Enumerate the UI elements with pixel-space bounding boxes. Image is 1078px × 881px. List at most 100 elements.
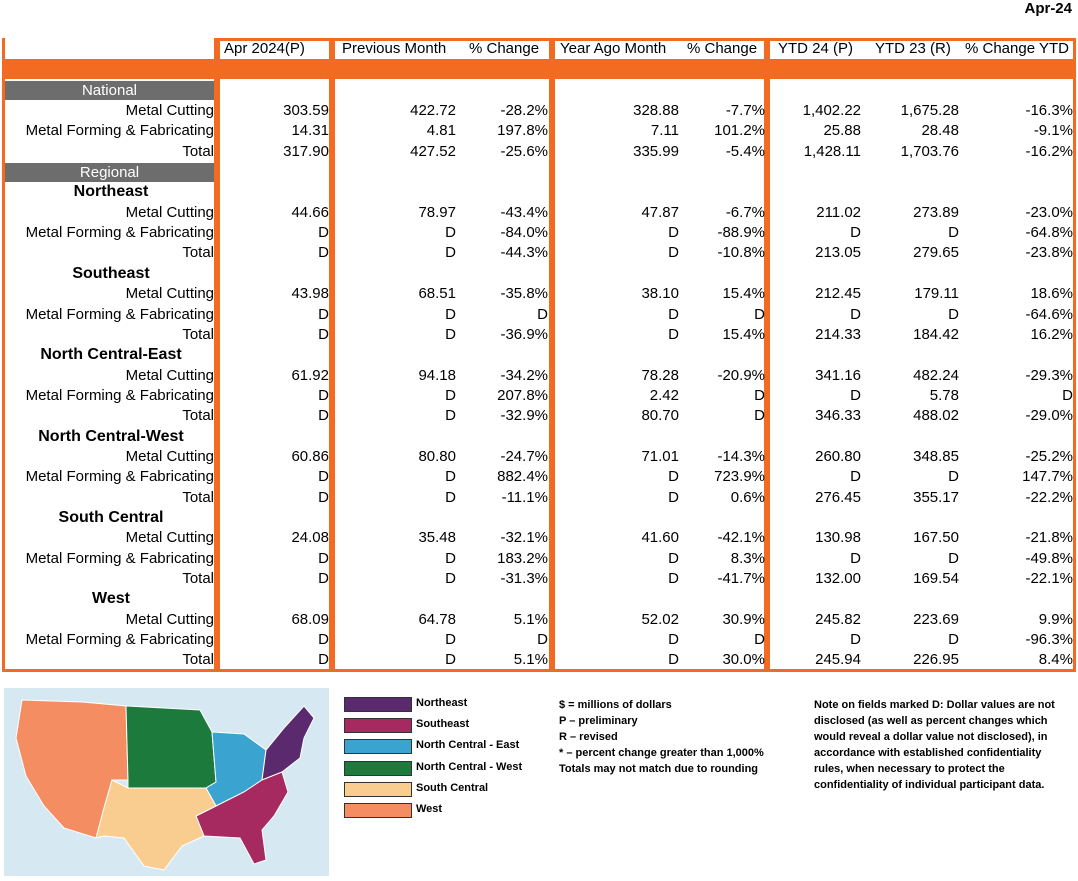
table-cell: -23.8% <box>1025 244 1073 262</box>
legend-swatch <box>344 760 412 776</box>
legend-swatch <box>344 803 412 818</box>
table-cell: D <box>445 325 456 343</box>
table-cell: 1,675.28 <box>900 102 959 119</box>
table-cell: D <box>445 570 456 588</box>
table-cell: -25.2% <box>1025 447 1073 465</box>
row-label: Metal Forming & Fabricating <box>25 549 214 567</box>
table-cell: -32.1% <box>500 529 548 547</box>
table-cell: D <box>318 244 329 262</box>
table-cell: 78.97 <box>418 203 456 221</box>
table-cell: D <box>445 305 456 323</box>
table-cell: D <box>318 407 329 425</box>
table-cell: -22.2% <box>1025 488 1073 506</box>
table-cell: 1,428.11 <box>803 142 861 160</box>
table-cell: D <box>318 305 329 323</box>
table-cell: -9.1% <box>1033 122 1073 140</box>
table-row: Metal Cutting 24.08 35.48 -32.1% 41.60 -42.1%… <box>0 528 1078 548</box>
region-label: West <box>92 590 130 608</box>
region-header-row: West <box>0 589 1078 609</box>
disclosure-line-5: rules, when necessary to protect the <box>814 763 1005 775</box>
table-row: Metal Forming & Fabricating D D 183.2% D 8.3%… <box>0 549 1078 569</box>
table-cell: 422.72 <box>410 102 456 119</box>
region-header-row: Northeast <box>0 182 1078 202</box>
table-cell: D <box>668 651 679 669</box>
table-cell: 16.2% <box>1030 325 1073 343</box>
table-cell: 260.80 <box>815 447 861 465</box>
table-cell: D <box>318 325 329 343</box>
table-cell: -20.9% <box>717 366 765 384</box>
row-label: Metal Cutting <box>125 102 214 119</box>
table-cell: 723.9% <box>714 468 765 486</box>
table-cell: 882.4% <box>497 468 548 486</box>
note-preliminary: P – preliminary <box>559 715 638 727</box>
table-cell: 213.05 <box>815 244 861 262</box>
table-cell: 28.48 <box>921 122 959 140</box>
table-cell: -7.7% <box>725 102 765 119</box>
table-cell: 44.66 <box>291 203 329 221</box>
col-header-prev-month: Previous Month <box>342 40 447 57</box>
col-header-pct-change-1: % Change <box>469 40 540 57</box>
table-cell: D <box>445 407 456 425</box>
table-cell: -5.4% <box>725 142 765 160</box>
table-cell: -88.9% <box>717 224 765 242</box>
table-cell: D <box>948 631 959 649</box>
table-cell: 30.9% <box>722 610 765 628</box>
table-cell: -34.2% <box>500 366 548 384</box>
legend-label: South Central <box>416 781 489 794</box>
table-cell: -6.7% <box>725 203 765 221</box>
table-cell: D <box>850 386 861 404</box>
legend-swatch <box>344 739 412 755</box>
table-cell: D <box>445 549 456 567</box>
table-cell: 212.45 <box>815 285 861 303</box>
row-label: Metal Forming & Fabricating <box>25 224 214 242</box>
table-cell: 335.99 <box>633 142 679 160</box>
table-cell: 38.10 <box>641 285 679 303</box>
table-cell: -14.3% <box>717 447 765 465</box>
table-cell: -21.8% <box>1025 529 1073 547</box>
table-cell: 211.02 <box>816 203 861 221</box>
table-cell: 4.81 <box>426 122 456 140</box>
label-column-box <box>2 38 217 672</box>
col-header-year-ago: Year Ago Month <box>560 40 667 57</box>
table-cell: 169.54 <box>913 570 959 588</box>
table-cell: 5.1% <box>513 651 548 669</box>
table-cell: 68.51 <box>418 285 456 303</box>
table-cell: -96.3% <box>1025 631 1073 649</box>
header-bar <box>2 59 1076 79</box>
table-cell: D <box>318 224 329 242</box>
regions-map <box>4 688 329 876</box>
table-cell: -16.2% <box>1025 142 1073 160</box>
table-cell: D <box>948 305 959 323</box>
row-label: Total <box>182 244 214 262</box>
row-label: Metal Cutting <box>125 203 214 221</box>
row-label: Total <box>182 142 214 160</box>
table-cell: -24.7% <box>500 447 548 465</box>
region-label: Southeast <box>72 264 150 282</box>
row-label: Metal Forming & Fabricating <box>25 631 214 649</box>
table-cell: 14.31 <box>291 122 329 140</box>
table-cell: -41.7% <box>717 570 765 588</box>
table-cell: D <box>1062 386 1073 404</box>
table-row: Metal Cutting 60.86 80.80 -24.7% 71.01 -14.3%… <box>0 447 1078 467</box>
table-cell: 2.42 <box>649 386 679 404</box>
table-cell: 35.48 <box>418 529 456 547</box>
table-row: Metal Forming & Fabricating D D D D D D D -96.3% <box>0 630 1078 650</box>
row-label: Total <box>182 651 214 669</box>
col-header-pct-change-ytd: % Change YTD <box>965 40 1069 57</box>
table-row: Total D D -44.3% D -10.8% 213.05 279.65 -23.8% <box>0 243 1078 263</box>
us-regions-map-image <box>15 699 315 871</box>
table-cell: D <box>668 631 679 649</box>
row-label: Metal Cutting <box>125 285 214 303</box>
table-cell: 80.80 <box>418 447 456 465</box>
table-cell: D <box>318 468 329 486</box>
row-label: Metal Cutting <box>125 610 214 628</box>
table-cell: -25.6% <box>500 142 548 160</box>
table-cell: 71.01 <box>641 447 679 465</box>
row-label: Total <box>182 488 214 506</box>
legend-label: Northeast <box>416 697 468 709</box>
table-cell: D <box>318 386 329 404</box>
table-cell: 94.18 <box>418 366 456 384</box>
table-cell: 214.33 <box>815 325 861 343</box>
note-percent: * – percent change greater than 1,000% <box>559 747 764 759</box>
table-cell: D <box>537 305 548 323</box>
